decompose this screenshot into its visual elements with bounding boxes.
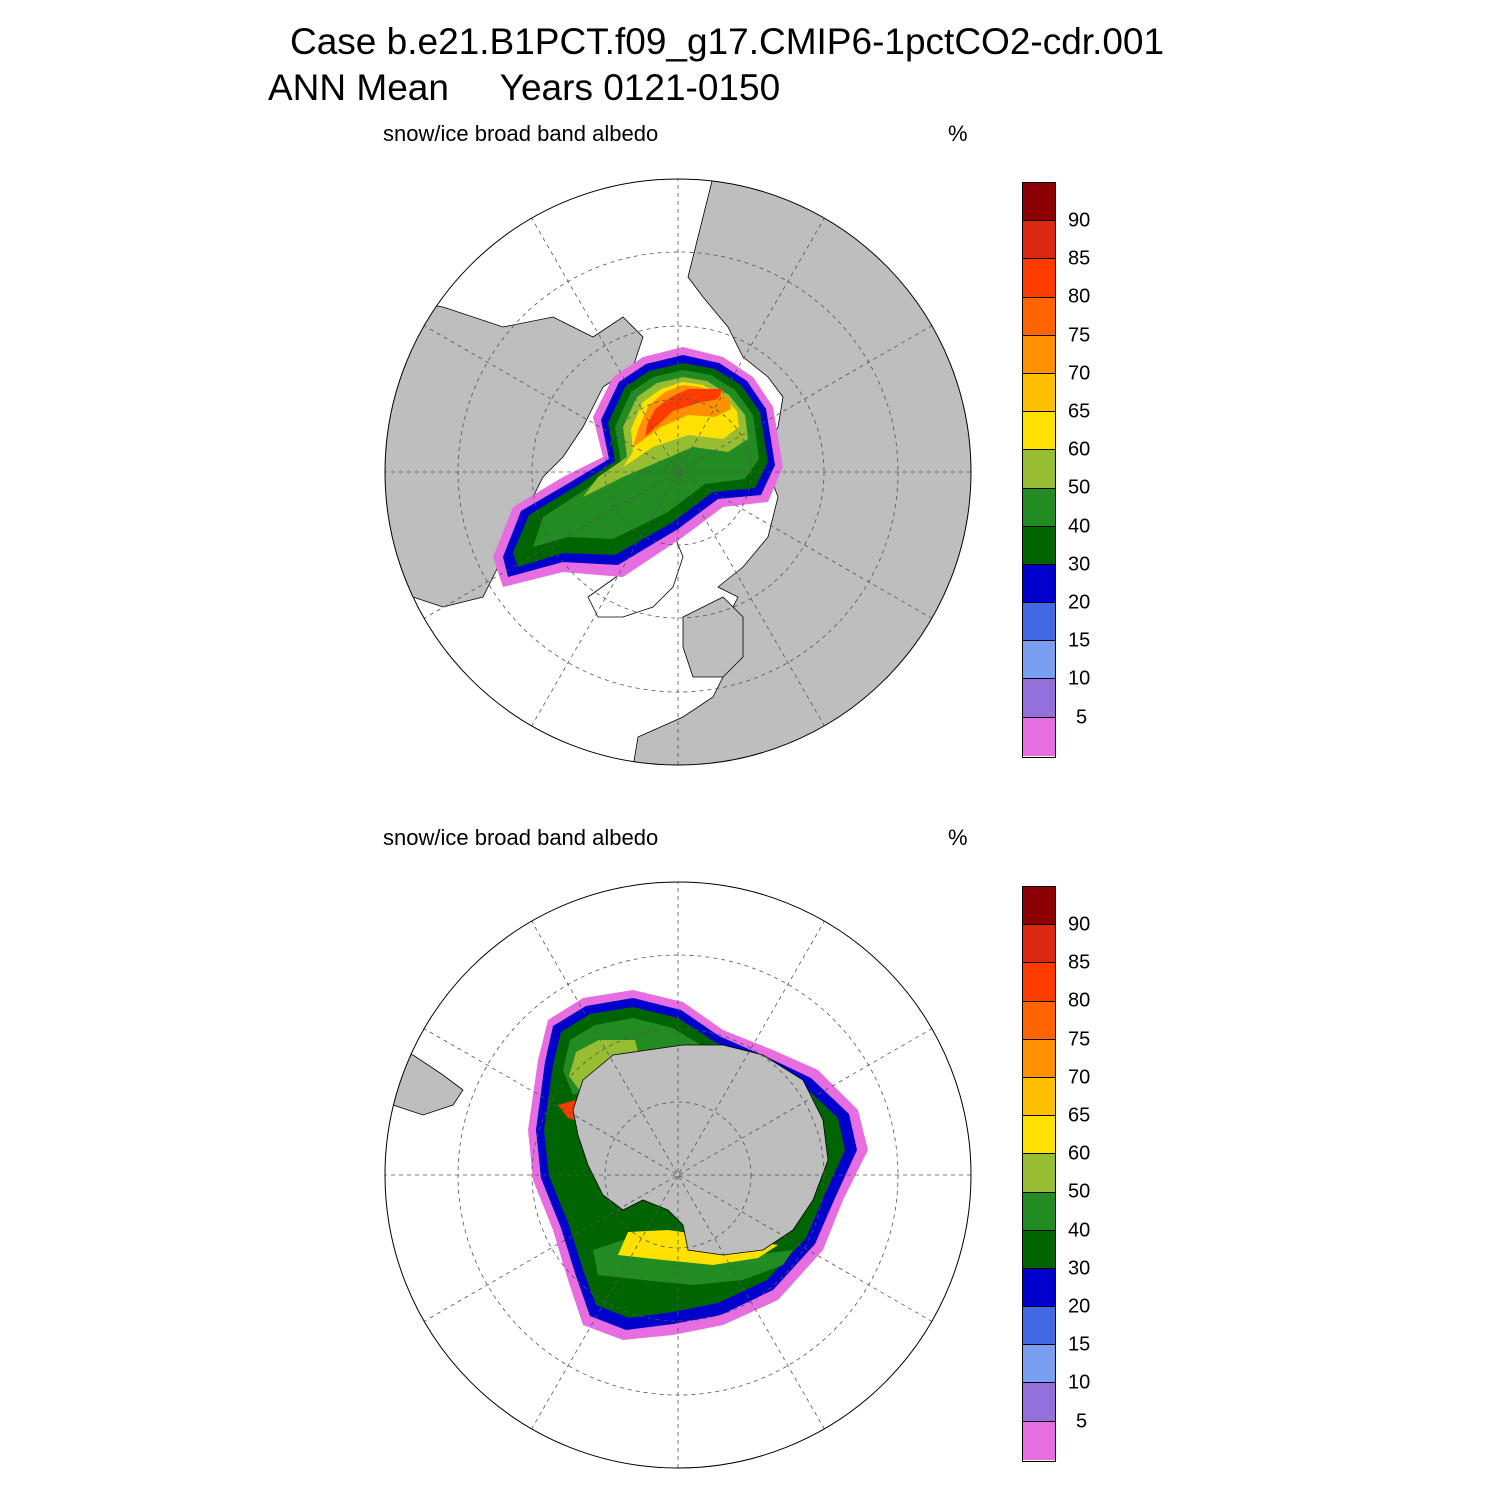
colorbar-label: 30 [1068,553,1091,576]
figure-title-line1: Case b.e21.B1PCT.f09_g17.CMIP6-1pctCO2-c… [290,21,1165,62]
north-america-land [385,296,644,608]
colorbar-swatch [1023,259,1055,298]
colorbar-swatch [1023,887,1055,926]
colorbar-label: 85 [1068,951,1091,974]
colorbar-swatch [1023,1307,1055,1346]
north-colorbar [1022,182,1056,758]
colorbar-swatch [1023,526,1055,565]
north-panel-title: snow/ice broad band albedo [383,121,659,146]
colorbar-swatch [1023,1154,1055,1193]
colorbar-label: 80 [1068,989,1091,1012]
colorbar-label: 5 [1076,1410,1088,1433]
colorbar-swatch [1023,603,1055,642]
colorbar-swatch [1023,297,1055,336]
colorbar-swatch [1023,1345,1055,1384]
colorbar-label: 40 [1068,1219,1091,1242]
colorbar-label: 20 [1068,1295,1091,1318]
colorbar-swatch [1023,1383,1055,1422]
colorbar-swatch [1023,373,1055,413]
south-colorbar [1022,886,1056,1462]
colorbar-label: 80 [1068,285,1091,308]
colorbar-label: 30 [1068,1257,1091,1280]
antarctica-land [572,1044,829,1256]
colorbar-swatch [1023,1192,1055,1231]
colorbar-swatch [1023,1001,1055,1040]
colorbar-swatch [1023,641,1055,680]
colorbar-label: 90 [1068,209,1091,232]
south-panel-title: snow/ice broad band albedo [383,825,659,850]
colorbar-swatch [1023,450,1055,489]
colorbar-label: 70 [1068,362,1091,385]
south-polar-map [384,881,972,1469]
colorbar-label: 70 [1068,1066,1091,1089]
colorbar-label: 75 [1068,1028,1091,1051]
colorbar-label: 5 [1076,706,1088,729]
colorbar-swatch [1023,1039,1055,1078]
colorbar-label: 65 [1068,1104,1091,1127]
colorbar-swatch [1023,412,1055,451]
colorbar-label: 20 [1068,591,1091,614]
colorbar-swatch [1023,1116,1055,1155]
colorbar-label: 60 [1068,438,1091,461]
colorbar-swatch [1023,183,1055,222]
colorbar-swatch [1023,1230,1055,1269]
south-panel-units: % [948,825,968,850]
colorbar-label: 85 [1068,247,1091,270]
north-polar-map [384,178,972,766]
colorbar-swatch [1023,963,1055,1002]
colorbar-label: 15 [1068,629,1091,652]
north-panel-units: % [948,121,968,146]
colorbar-label: 10 [1068,1371,1091,1394]
figure-title-line2: ANN Mean Years 0121-0150 [268,67,781,108]
colorbar-swatch [1023,717,1055,756]
colorbar-label: 15 [1068,1333,1091,1356]
colorbar-label: 50 [1068,476,1091,499]
colorbar-label: 50 [1068,1180,1091,1203]
colorbar-swatch [1023,925,1055,964]
colorbar-swatch [1023,1421,1055,1460]
colorbar-swatch [1023,488,1055,527]
colorbar-label: 10 [1068,667,1091,690]
colorbar-label: 65 [1068,400,1091,423]
colorbar-label: 75 [1068,324,1091,347]
colorbar-swatch [1023,564,1055,604]
colorbar-swatch [1023,679,1055,718]
colorbar-swatch [1023,1268,1055,1308]
colorbar-swatch [1023,1077,1055,1117]
colorbar-swatch [1023,221,1055,260]
colorbar-label: 60 [1068,1142,1091,1165]
north-ice-core-80 [645,389,723,437]
colorbar-label: 90 [1068,913,1091,936]
colorbar-label: 40 [1068,515,1091,538]
colorbar-swatch [1023,335,1055,374]
